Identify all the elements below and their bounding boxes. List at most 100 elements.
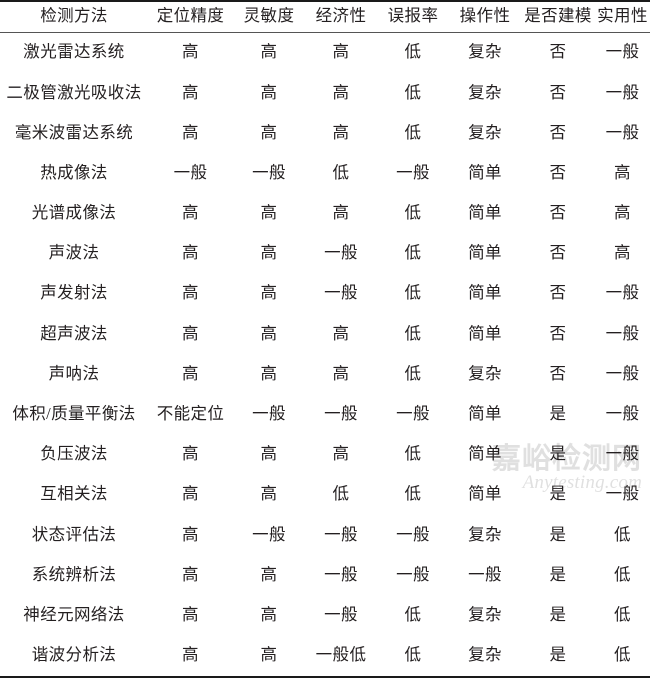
cell-pract: 一般 bbox=[605, 283, 640, 303]
cell-sens: 高 bbox=[260, 283, 278, 303]
table-row: 光谱成像法 高 高 高 低 简单 否 高 bbox=[0, 193, 650, 233]
cell-oper: 复杂 bbox=[468, 82, 502, 102]
column-header-false-alarm: 误报率 bbox=[387, 6, 439, 25]
column-header-practicality: 实用性 bbox=[597, 6, 648, 25]
cell-falseneg: 一般 bbox=[396, 564, 430, 584]
cell-accuracy: 高 bbox=[182, 82, 199, 102]
cell-sens: 高 bbox=[260, 243, 278, 263]
table-row: 声呐法 高 高 高 低 复杂 否 一般 bbox=[0, 354, 650, 394]
cell-accuracy: 高 bbox=[182, 122, 199, 142]
column-header-sensitivity: 灵敏度 bbox=[243, 6, 295, 25]
cell-sens: 高 bbox=[260, 484, 278, 504]
cell-pract: 高 bbox=[614, 243, 631, 263]
table-body: 激光雷达系统高高高低复杂否一般 二极管激光吸收法高高高低复杂否一般 毫米波雷达系统高… bbox=[0, 32, 650, 677]
cell-pract: 一般 bbox=[605, 444, 640, 464]
cell-method: 互相关法 bbox=[40, 484, 108, 504]
cell-oper: 简单 bbox=[468, 444, 502, 464]
cell-method: 声呐法 bbox=[48, 363, 100, 383]
cell-econ: 低 bbox=[332, 162, 350, 182]
cell-model: 是 bbox=[549, 404, 567, 424]
cell-sens: 高 bbox=[260, 444, 278, 464]
cell-econ: 高 bbox=[332, 203, 350, 223]
cell-econ: 高 bbox=[332, 444, 350, 464]
column-header-operability: 操作性 bbox=[459, 6, 511, 25]
table-row: 激光雷达系统 高 高 高 低 复杂 否 一般 bbox=[0, 32, 650, 73]
table-row: 互相关法 高 高 低 低 简单 是 一般 bbox=[0, 475, 650, 515]
cell-oper: 简单 bbox=[468, 283, 502, 303]
cell-econ: 高 bbox=[332, 42, 350, 62]
cell-econ: 一般 bbox=[324, 524, 358, 544]
cell-pract: 一般 bbox=[605, 122, 640, 142]
cell-sens: 高 bbox=[260, 604, 278, 624]
cell-accuracy: 高 bbox=[182, 604, 199, 624]
cell-oper: 简单 bbox=[468, 162, 502, 182]
cell-sens: 高 bbox=[260, 203, 278, 223]
cell-method: 二极管激光吸收法 bbox=[6, 82, 142, 102]
cell-sens: 高 bbox=[260, 82, 278, 102]
table-row: 热成像法 一般 一般 低 一般 简单 否 高 bbox=[0, 153, 650, 193]
cell-falseneg: 低 bbox=[404, 243, 422, 263]
cell-falseneg: 低 bbox=[404, 203, 422, 223]
cell-model: 否 bbox=[549, 243, 567, 263]
cell-pract: 一般 bbox=[605, 42, 640, 62]
cell-method: 状态评估法 bbox=[31, 524, 117, 544]
table-row: 负压波法 高 高 高 低 简单 是 一般 bbox=[0, 434, 650, 474]
cell-sens: 高 bbox=[260, 363, 278, 383]
cell-method: 激光雷达系统 bbox=[23, 42, 125, 62]
table-row: 二极管激光吸收法 高 高 高 低 复杂 否 一般 bbox=[0, 73, 650, 113]
cell-method: 负压波法 bbox=[40, 444, 108, 464]
cell-oper: 简单 bbox=[468, 243, 502, 263]
cell-accuracy: 高 bbox=[182, 42, 199, 62]
cell-oper: 复杂 bbox=[468, 122, 502, 142]
column-header-modeling: 是否建模 bbox=[524, 6, 592, 25]
cell-sens: 高 bbox=[260, 645, 278, 665]
cell-pract: 高 bbox=[614, 162, 631, 182]
cell-method: 声发射法 bbox=[40, 283, 108, 303]
cell-pract: 一般 bbox=[605, 323, 640, 343]
table-row: 声发射法 高 高 一般 低 简单 否 一般 bbox=[0, 274, 650, 314]
column-header-economy: 经济性 bbox=[315, 6, 367, 25]
cell-oper: 简单 bbox=[468, 404, 502, 424]
cell-accuracy: 高 bbox=[182, 243, 199, 263]
cell-sens: 高 bbox=[260, 42, 278, 62]
table-row: 毫米波雷达系统 高 高 高 低 复杂 否 一般 bbox=[0, 113, 650, 153]
cell-pract: 一般 bbox=[605, 404, 640, 424]
cell-falseneg: 一般 bbox=[396, 162, 430, 182]
cell-falseneg: 低 bbox=[404, 484, 422, 504]
cell-accuracy: 高 bbox=[182, 564, 199, 584]
cell-econ: 高 bbox=[332, 323, 350, 343]
cell-accuracy: 高 bbox=[182, 524, 199, 544]
cell-econ: 一般 bbox=[324, 604, 358, 624]
cell-method: 毫米波雷达系统 bbox=[14, 122, 134, 142]
cell-model: 是 bbox=[549, 645, 567, 665]
table-row: 状态评估法 高 一般 一般 一般 复杂 是 低 bbox=[0, 515, 650, 555]
cell-falseneg: 低 bbox=[404, 323, 422, 343]
cell-method: 神经元网络法 bbox=[23, 604, 125, 624]
cell-method: 体积/质量平衡法 bbox=[12, 404, 136, 424]
cell-model: 否 bbox=[549, 42, 567, 62]
cell-method: 光谱成像法 bbox=[31, 203, 117, 223]
table-header-row: 检测方法 定位精度 灵敏度 经济性 误报率 操作性 是否建模 实用性 bbox=[0, 1, 650, 32]
cell-sens: 一般 bbox=[252, 524, 286, 544]
cell-accuracy: 一般 bbox=[173, 162, 208, 182]
cell-sens: 高 bbox=[260, 564, 278, 584]
cell-model: 否 bbox=[549, 162, 567, 182]
cell-falseneg: 低 bbox=[404, 283, 422, 303]
cell-falseneg: 低 bbox=[404, 82, 422, 102]
cell-oper: 复杂 bbox=[468, 363, 502, 383]
cell-accuracy: 高 bbox=[182, 363, 199, 383]
cell-sens: 高 bbox=[260, 323, 278, 343]
cell-accuracy: 高 bbox=[182, 444, 199, 464]
cell-model: 否 bbox=[549, 323, 567, 343]
cell-oper: 复杂 bbox=[468, 42, 502, 62]
cell-oper: 复杂 bbox=[468, 524, 502, 544]
cell-pract: 一般 bbox=[605, 363, 640, 383]
cell-econ: 高 bbox=[332, 82, 350, 102]
cell-method: 超声波法 bbox=[40, 323, 108, 343]
cell-econ: 一般低 bbox=[315, 645, 367, 665]
cell-model: 否 bbox=[549, 283, 567, 303]
cell-econ: 一般 bbox=[324, 283, 358, 303]
cell-model: 否 bbox=[549, 363, 567, 383]
